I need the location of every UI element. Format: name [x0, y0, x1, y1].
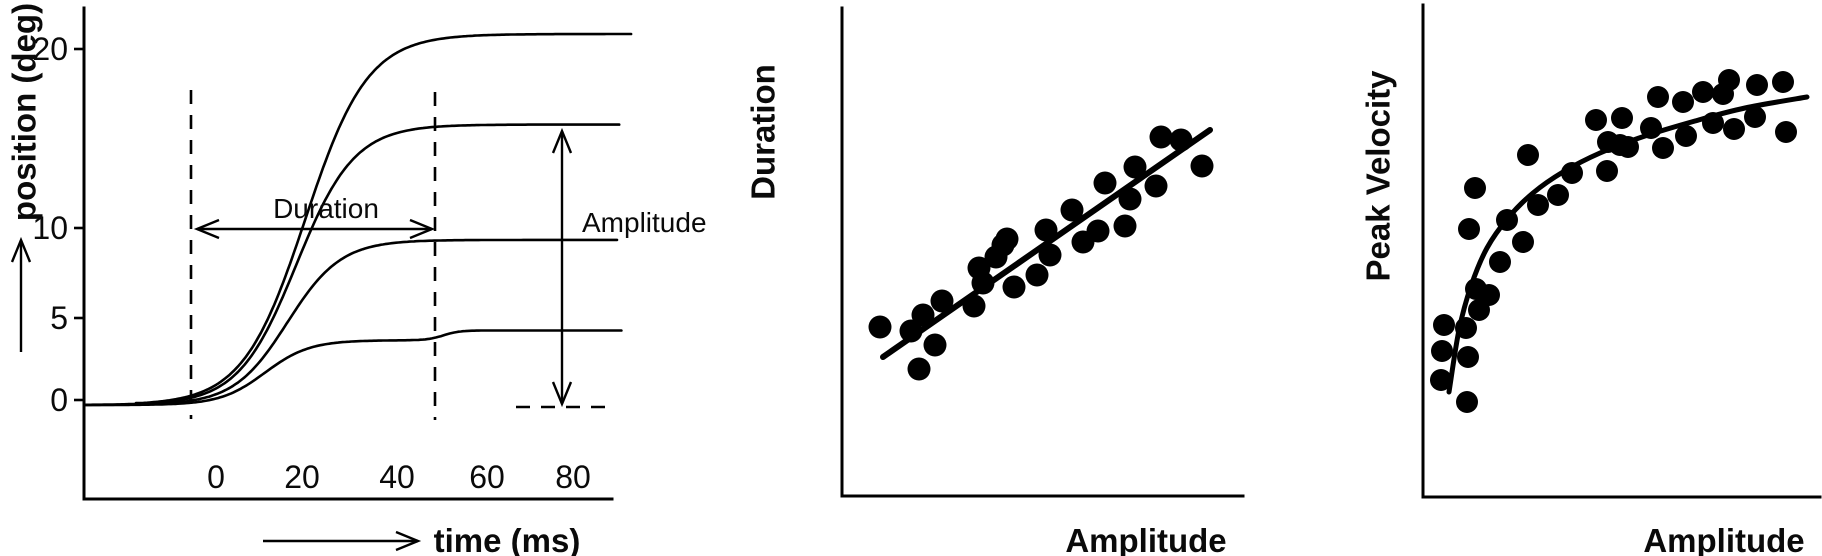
data-point [1744, 106, 1766, 128]
left-y-axis-label: position (deg) [6, 3, 43, 221]
data-point [1496, 209, 1518, 231]
data-point [1672, 91, 1694, 113]
data-point [1746, 74, 1768, 96]
data-point [1527, 194, 1549, 216]
data-point [1517, 144, 1539, 166]
data-point [1652, 137, 1674, 159]
data-point [1123, 155, 1147, 179]
saccade-traces [82, 32, 633, 407]
saccade-trace [82, 329, 623, 407]
data-point [995, 227, 1019, 251]
data-point [911, 303, 935, 327]
data-point [962, 294, 986, 318]
data-point [1647, 86, 1669, 108]
data-point [1433, 314, 1455, 336]
data-point [1596, 160, 1618, 182]
right-y-axis-label: Peak Velocity [1360, 70, 1397, 282]
data-point [1190, 154, 1214, 178]
left-x-ticks: 0 20 40 60 80 [207, 459, 591, 495]
data-point [1478, 284, 1500, 306]
y-tick-label: 5 [50, 300, 68, 336]
x-tick-label: 40 [379, 459, 415, 495]
data-point [1086, 219, 1110, 243]
middle-x-axis-label: Amplitude [1065, 522, 1226, 556]
data-point [1718, 69, 1740, 91]
left-annotations: Duration Amplitude [189, 90, 707, 420]
data-point [1169, 128, 1193, 152]
amplitude-annotation-label: Amplitude [582, 207, 707, 238]
data-point [1640, 117, 1662, 139]
x-tick-label: 0 [207, 459, 225, 495]
data-point [1113, 214, 1137, 238]
data-point [1431, 340, 1453, 362]
data-point [930, 289, 954, 313]
saccade-trace [134, 32, 633, 405]
data-point [907, 357, 931, 381]
data-point [1617, 136, 1639, 158]
data-point [1547, 184, 1569, 206]
y-tick-label: 0 [50, 382, 68, 418]
data-point [971, 271, 995, 295]
data-point [1692, 81, 1714, 103]
data-point [1775, 121, 1797, 143]
middle-panel: Duration Amplitude [745, 6, 1245, 556]
data-point [1025, 263, 1049, 287]
duration-amplitude-scatter [868, 125, 1214, 381]
velocity-amplitude-scatter [1430, 69, 1810, 413]
data-point [1430, 369, 1452, 391]
data-point [1489, 251, 1511, 273]
data-point [1772, 71, 1794, 93]
left-panel: 20 10 5 0 0 20 40 60 80 Duration Amplitude posit… [6, 3, 707, 556]
data-point [868, 315, 892, 339]
saccade-trace [82, 238, 619, 407]
data-point [1038, 243, 1062, 267]
data-point [1118, 187, 1142, 211]
data-point [1149, 125, 1173, 149]
data-point [1458, 218, 1480, 240]
data-point [1002, 275, 1026, 299]
x-tick-label: 20 [284, 459, 320, 495]
x-tick-label: 80 [555, 459, 591, 495]
data-point [1456, 391, 1478, 413]
data-point [899, 319, 923, 343]
data-point [1457, 346, 1479, 368]
data-point [1702, 112, 1724, 134]
data-point [1093, 171, 1117, 195]
data-point [1060, 198, 1084, 222]
y-tick-label: 20 [32, 31, 68, 67]
data-point [1464, 177, 1486, 199]
y-tick-label: 10 [32, 210, 68, 246]
data-point [1144, 174, 1168, 198]
linear-fit-line [880, 127, 1213, 360]
data-point [1723, 118, 1745, 140]
data-point [923, 333, 947, 357]
data-point [1034, 218, 1058, 242]
data-point [1512, 231, 1534, 253]
saccade-trace [82, 123, 621, 407]
right-panel: Peak Velocity Amplitude [1360, 3, 1822, 556]
data-point [1561, 162, 1583, 184]
left-x-axis-label: time (ms) [434, 522, 581, 556]
data-point [1611, 107, 1633, 129]
middle-y-axis-label: Duration [745, 64, 782, 200]
data-point [1675, 125, 1697, 147]
data-point [1455, 317, 1477, 339]
x-tick-label: 60 [469, 459, 505, 495]
duration-annotation-label: Duration [273, 193, 379, 224]
left-y-ticks: 20 10 5 0 [32, 31, 84, 418]
data-point [1585, 109, 1607, 131]
right-x-axis-label: Amplitude [1643, 522, 1804, 556]
